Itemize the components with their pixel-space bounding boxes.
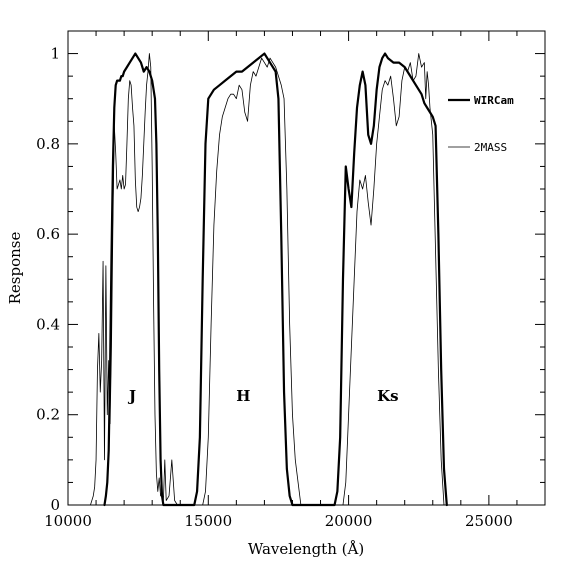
annotation-layer: J H Ks bbox=[127, 387, 399, 405]
legend-label-wircam: WIRCam bbox=[474, 94, 514, 107]
y-tick-label: 1 bbox=[50, 45, 60, 63]
x-axis-label: Wavelength (Å) bbox=[248, 540, 364, 558]
legend-label-2mass: 2MASS bbox=[474, 141, 507, 154]
y-tick-label: 0.8 bbox=[36, 135, 60, 153]
band-label: Ks bbox=[377, 387, 398, 405]
x-tick-label: 25000 bbox=[465, 512, 513, 530]
x-tick-label: 20000 bbox=[325, 512, 373, 530]
band-label: H bbox=[236, 387, 250, 405]
series-layer bbox=[90, 52, 448, 507]
ticks-layer: 10000 15000 20000 25000 0 0.2 0.4 0.6 0.8 1 bbox=[36, 30, 546, 530]
x-tick-label: 15000 bbox=[184, 512, 232, 530]
y-tick-label: 0 bbox=[50, 496, 60, 514]
y-axis-label: Response bbox=[6, 232, 24, 305]
series-line-2mass bbox=[90, 53, 445, 506]
legend: WIRCam 2MASS bbox=[448, 94, 514, 154]
series-line-wircam bbox=[103, 52, 448, 507]
y-tick-label: 0.6 bbox=[36, 225, 60, 243]
y-tick-label: 0.2 bbox=[36, 406, 60, 424]
x-tick-label: 10000 bbox=[44, 512, 92, 530]
band-label: J bbox=[127, 387, 136, 405]
y-tick-label: 0.4 bbox=[36, 315, 60, 333]
